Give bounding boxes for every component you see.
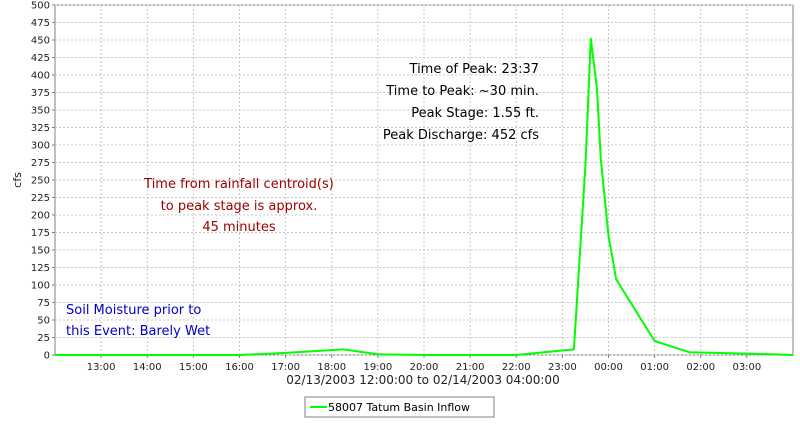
y-tick-label: 450 — [31, 36, 50, 47]
y-tick-label: 275 — [31, 158, 50, 169]
tick-layer: 0 25 50 75 100 125 150 175 200 225 250 275 300 325 350… — [31, 1, 761, 374]
x-tick-label: 13:00 — [87, 362, 116, 373]
y-tick-label: 25 — [37, 333, 50, 344]
annotation-centroid-line2: to peak stage is approx. — [161, 199, 318, 214]
annotation-peak-discharge: Peak Discharge: 452 cfs — [383, 128, 539, 143]
x-tick-label: 14:00 — [133, 362, 162, 373]
annotation-soil-line1: Soil Moisture prior to — [66, 303, 201, 318]
x-tick-label: 01:00 — [640, 362, 669, 373]
y-tick-label: 375 — [31, 88, 50, 99]
x-tick-label: 21:00 — [456, 362, 485, 373]
y-axis-title: cfs — [11, 172, 24, 188]
y-tick-label: 0 — [44, 351, 50, 362]
legend-label: 58007 Tatum Basin Inflow — [328, 401, 470, 414]
y-tick-label: 75 — [37, 298, 50, 309]
series-line — [55, 37, 794, 356]
x-tick-label: 17:00 — [271, 362, 300, 373]
y-tick-label: 225 — [31, 193, 50, 204]
x-tick-label: 00:00 — [594, 362, 623, 373]
annotation-centroid-line3: 45 minutes — [202, 220, 276, 235]
annotation-peak-stage: Peak Stage: 1.55 ft. — [411, 106, 539, 121]
legend: 58007 Tatum Basin Inflow — [304, 396, 495, 418]
x-tick-label: 23:00 — [548, 362, 577, 373]
y-tick-label: 175 — [31, 228, 50, 239]
x-tick-label: 03:00 — [732, 362, 761, 373]
y-tick-label: 100 — [31, 281, 50, 292]
x-tick-label: 18:00 — [317, 362, 346, 373]
x-axis-title: 02/13/2003 12:00:00 to 02/14/2003 04:00:… — [286, 373, 559, 387]
annotation-time-of-peak: Time of Peak: 23:37 — [409, 62, 539, 77]
y-tick-label: 475 — [31, 18, 50, 29]
series-layer — [55, 37, 794, 356]
y-tick-label: 350 — [31, 106, 50, 117]
x-tick-label: 19:00 — [363, 362, 392, 373]
x-tick-label: 22:00 — [502, 362, 531, 373]
legend-box — [304, 396, 495, 418]
annotation-soil-line2: this Event: Barely Wet — [66, 324, 210, 339]
y-tick-label: 200 — [31, 211, 50, 222]
y-tick-label: 500 — [31, 1, 50, 12]
y-tick-label: 250 — [31, 176, 50, 187]
y-tick-label: 325 — [31, 123, 50, 134]
annotation-time-to-peak: Time to Peak: ~30 min. — [385, 84, 539, 99]
x-tick-label: 15:00 — [179, 362, 208, 373]
y-tick-label: 400 — [31, 71, 50, 82]
y-tick-label: 150 — [31, 246, 50, 257]
y-tick-label: 125 — [31, 263, 50, 274]
annotation-centroid-line1: Time from rainfall centroid(s) — [143, 177, 334, 192]
y-tick-label: 425 — [31, 53, 50, 64]
x-tick-label: 02:00 — [686, 362, 715, 373]
y-tick-label: 50 — [37, 316, 50, 327]
y-tick-label: 300 — [31, 141, 50, 152]
x-tick-label: 16:00 — [225, 362, 254, 373]
x-tick-label: 20:00 — [410, 362, 439, 373]
